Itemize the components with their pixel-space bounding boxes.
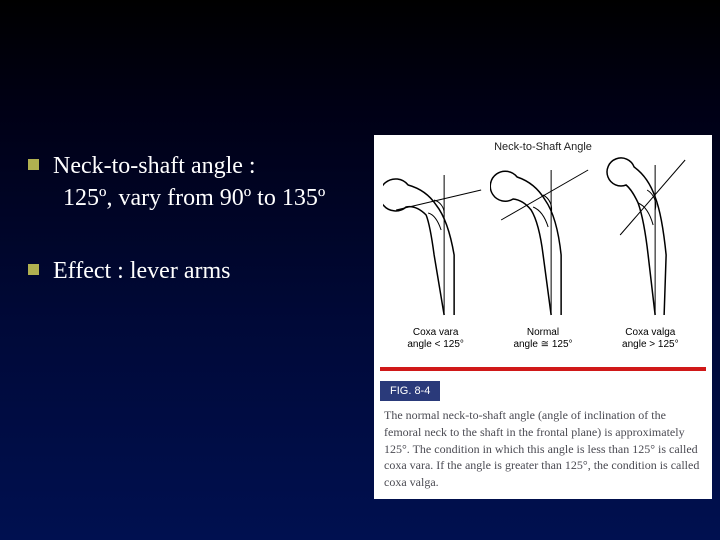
diagram-title: Neck-to-Shaft Angle — [382, 141, 704, 153]
figure-label: FIG. 8-4 — [380, 381, 440, 401]
diagram-row — [382, 155, 704, 325]
diagram-coxa-vara — [383, 155, 489, 325]
diagram-captions: Coxa vara angle < 125° Normal angle ≅ 12… — [382, 327, 704, 351]
bullet-1-line-2: 125º, vary from 90º to 135º — [63, 182, 325, 214]
bullet-2-line-1: Effect : lever arms — [53, 255, 230, 287]
caption-normal-bottom: angle ≅ 125° — [490, 339, 596, 351]
femur-normal-icon — [490, 155, 596, 325]
caption-vara-bottom: angle < 125° — [383, 339, 489, 351]
figure-caption: The normal neck-to-shaft angle (angle of… — [374, 407, 712, 499]
femur-valga-icon — [597, 155, 703, 325]
caption-vara-top: Coxa vara — [383, 327, 489, 339]
caption-normal: Normal angle ≅ 125° — [490, 327, 596, 351]
bullet-item-2: Effect : lever arms — [28, 255, 368, 287]
diagram-coxa-valga — [597, 155, 703, 325]
bullet-1-line-1: Neck-to-shaft angle : — [53, 150, 325, 182]
bullet-marker-icon — [28, 159, 39, 170]
caption-vara: Coxa vara angle < 125° — [383, 327, 489, 351]
diagram-area: Neck-to-Shaft Angle — [374, 135, 712, 365]
diagram-normal — [490, 155, 596, 325]
bullet-marker-icon — [28, 264, 39, 275]
caption-valga: Coxa valga angle > 125° — [597, 327, 703, 351]
caption-valga-bottom: angle > 125° — [597, 339, 703, 351]
caption-valga-top: Coxa valga — [597, 327, 703, 339]
slide-text-content: Neck-to-shaft angle : 125º, vary from 90… — [28, 150, 368, 327]
red-underline — [380, 367, 706, 371]
bullet-item-1: Neck-to-shaft angle : 125º, vary from 90… — [28, 150, 368, 215]
bullet-text-1: Neck-to-shaft angle : 125º, vary from 90… — [53, 150, 325, 215]
figure-panel: Neck-to-Shaft Angle — [374, 135, 712, 499]
femur-vara-icon — [383, 155, 489, 325]
bullet-text-2: Effect : lever arms — [53, 255, 230, 287]
caption-normal-top: Normal — [490, 327, 596, 339]
